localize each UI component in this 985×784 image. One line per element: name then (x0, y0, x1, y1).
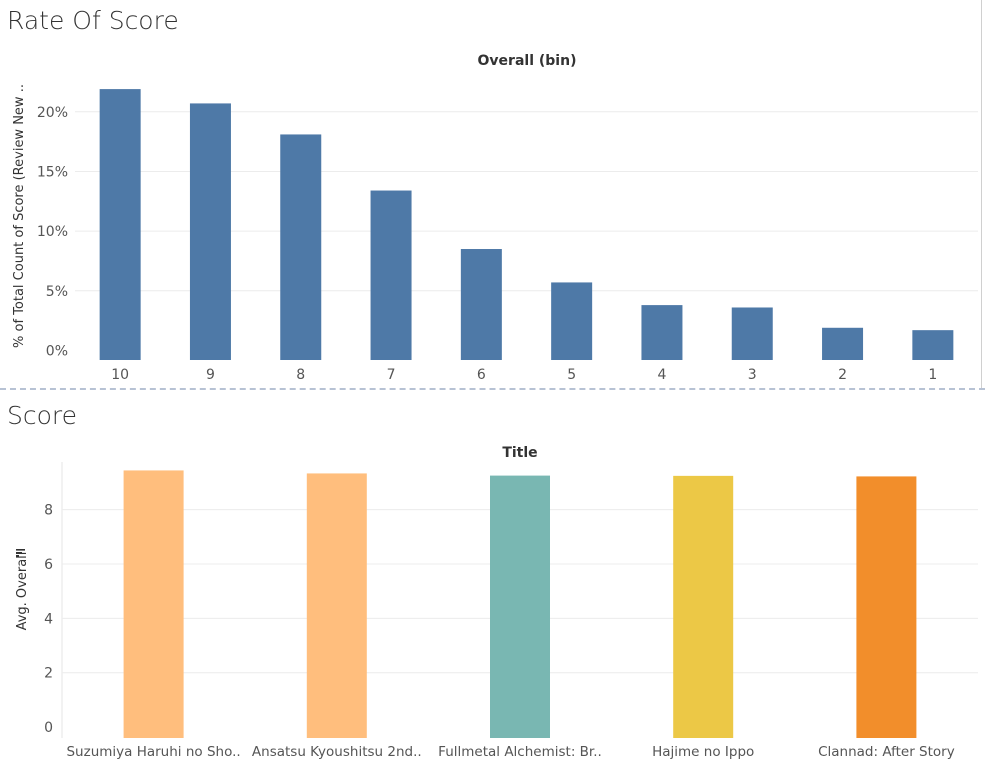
y-tick-label: 8 (44, 503, 53, 519)
y-tick-label: 0 (44, 720, 53, 736)
y-tick-label: 10% (37, 224, 68, 240)
x-tick-label: Ansatsu Kyoushitsu 2nd.. (252, 744, 422, 760)
y-tick-label: 15% (37, 164, 68, 180)
bar (99, 89, 141, 360)
bar (123, 470, 184, 738)
x-tick-label: 1 (928, 367, 937, 383)
x-tick-label: Clannad: After Story (818, 744, 955, 760)
top-pane-title: Rate Of Score (7, 6, 179, 35)
y-tick-label: 4 (44, 611, 53, 627)
y-axis-title: Avg. Overall (15, 552, 30, 631)
x-tick-label: 6 (477, 367, 486, 383)
bar (641, 305, 683, 360)
bar (306, 473, 367, 738)
bar (490, 475, 550, 738)
bar (673, 475, 734, 738)
bar (460, 249, 502, 360)
x-tick-label: Hajime no Ippo (652, 744, 754, 760)
y-tick-label: 5% (46, 284, 68, 300)
x-tick-label: 10 (111, 367, 129, 383)
y-tick-label: 2 (44, 666, 53, 682)
x-tick-label: 8 (296, 367, 305, 383)
bar (280, 134, 322, 360)
bar (822, 327, 864, 360)
x-tick-label: Fullmetal Alchemist: Br.. (438, 744, 602, 760)
y-tick-label: 20% (37, 105, 68, 121)
x-tick-label: 9 (206, 367, 215, 383)
bar (856, 476, 917, 738)
bar (370, 190, 412, 360)
rate-of-score-chart: 0% 5% 10% 15% 20% % of Total Count of Score (… (12, 84, 978, 383)
x-tick-label: 4 (657, 367, 666, 383)
y-axis-title: % of Total Count of Score (Review New .. (12, 84, 27, 348)
top-pane-right-border (981, 0, 982, 389)
x-tick-label: 5 (567, 367, 576, 383)
y-tick-label: 0% (46, 343, 68, 359)
x-tick-label: 7 (387, 367, 396, 383)
bar (189, 103, 231, 360)
x-tick-label: Suzumiya Haruhi no Sho.. (66, 744, 240, 760)
bar (912, 330, 954, 360)
x-tick-label: 2 (838, 367, 847, 383)
top-column-header: Overall (bin) (477, 53, 577, 69)
bottom-pane-title: Score (7, 401, 78, 430)
pane-divider[interactable] (0, 388, 985, 390)
sort-descending-icon[interactable] (16, 549, 25, 557)
bottom-column-header: Title (502, 445, 538, 461)
x-tick-label: 3 (748, 367, 757, 383)
bar (731, 307, 773, 360)
bar (551, 282, 593, 360)
y-tick-label: 6 (44, 557, 53, 573)
